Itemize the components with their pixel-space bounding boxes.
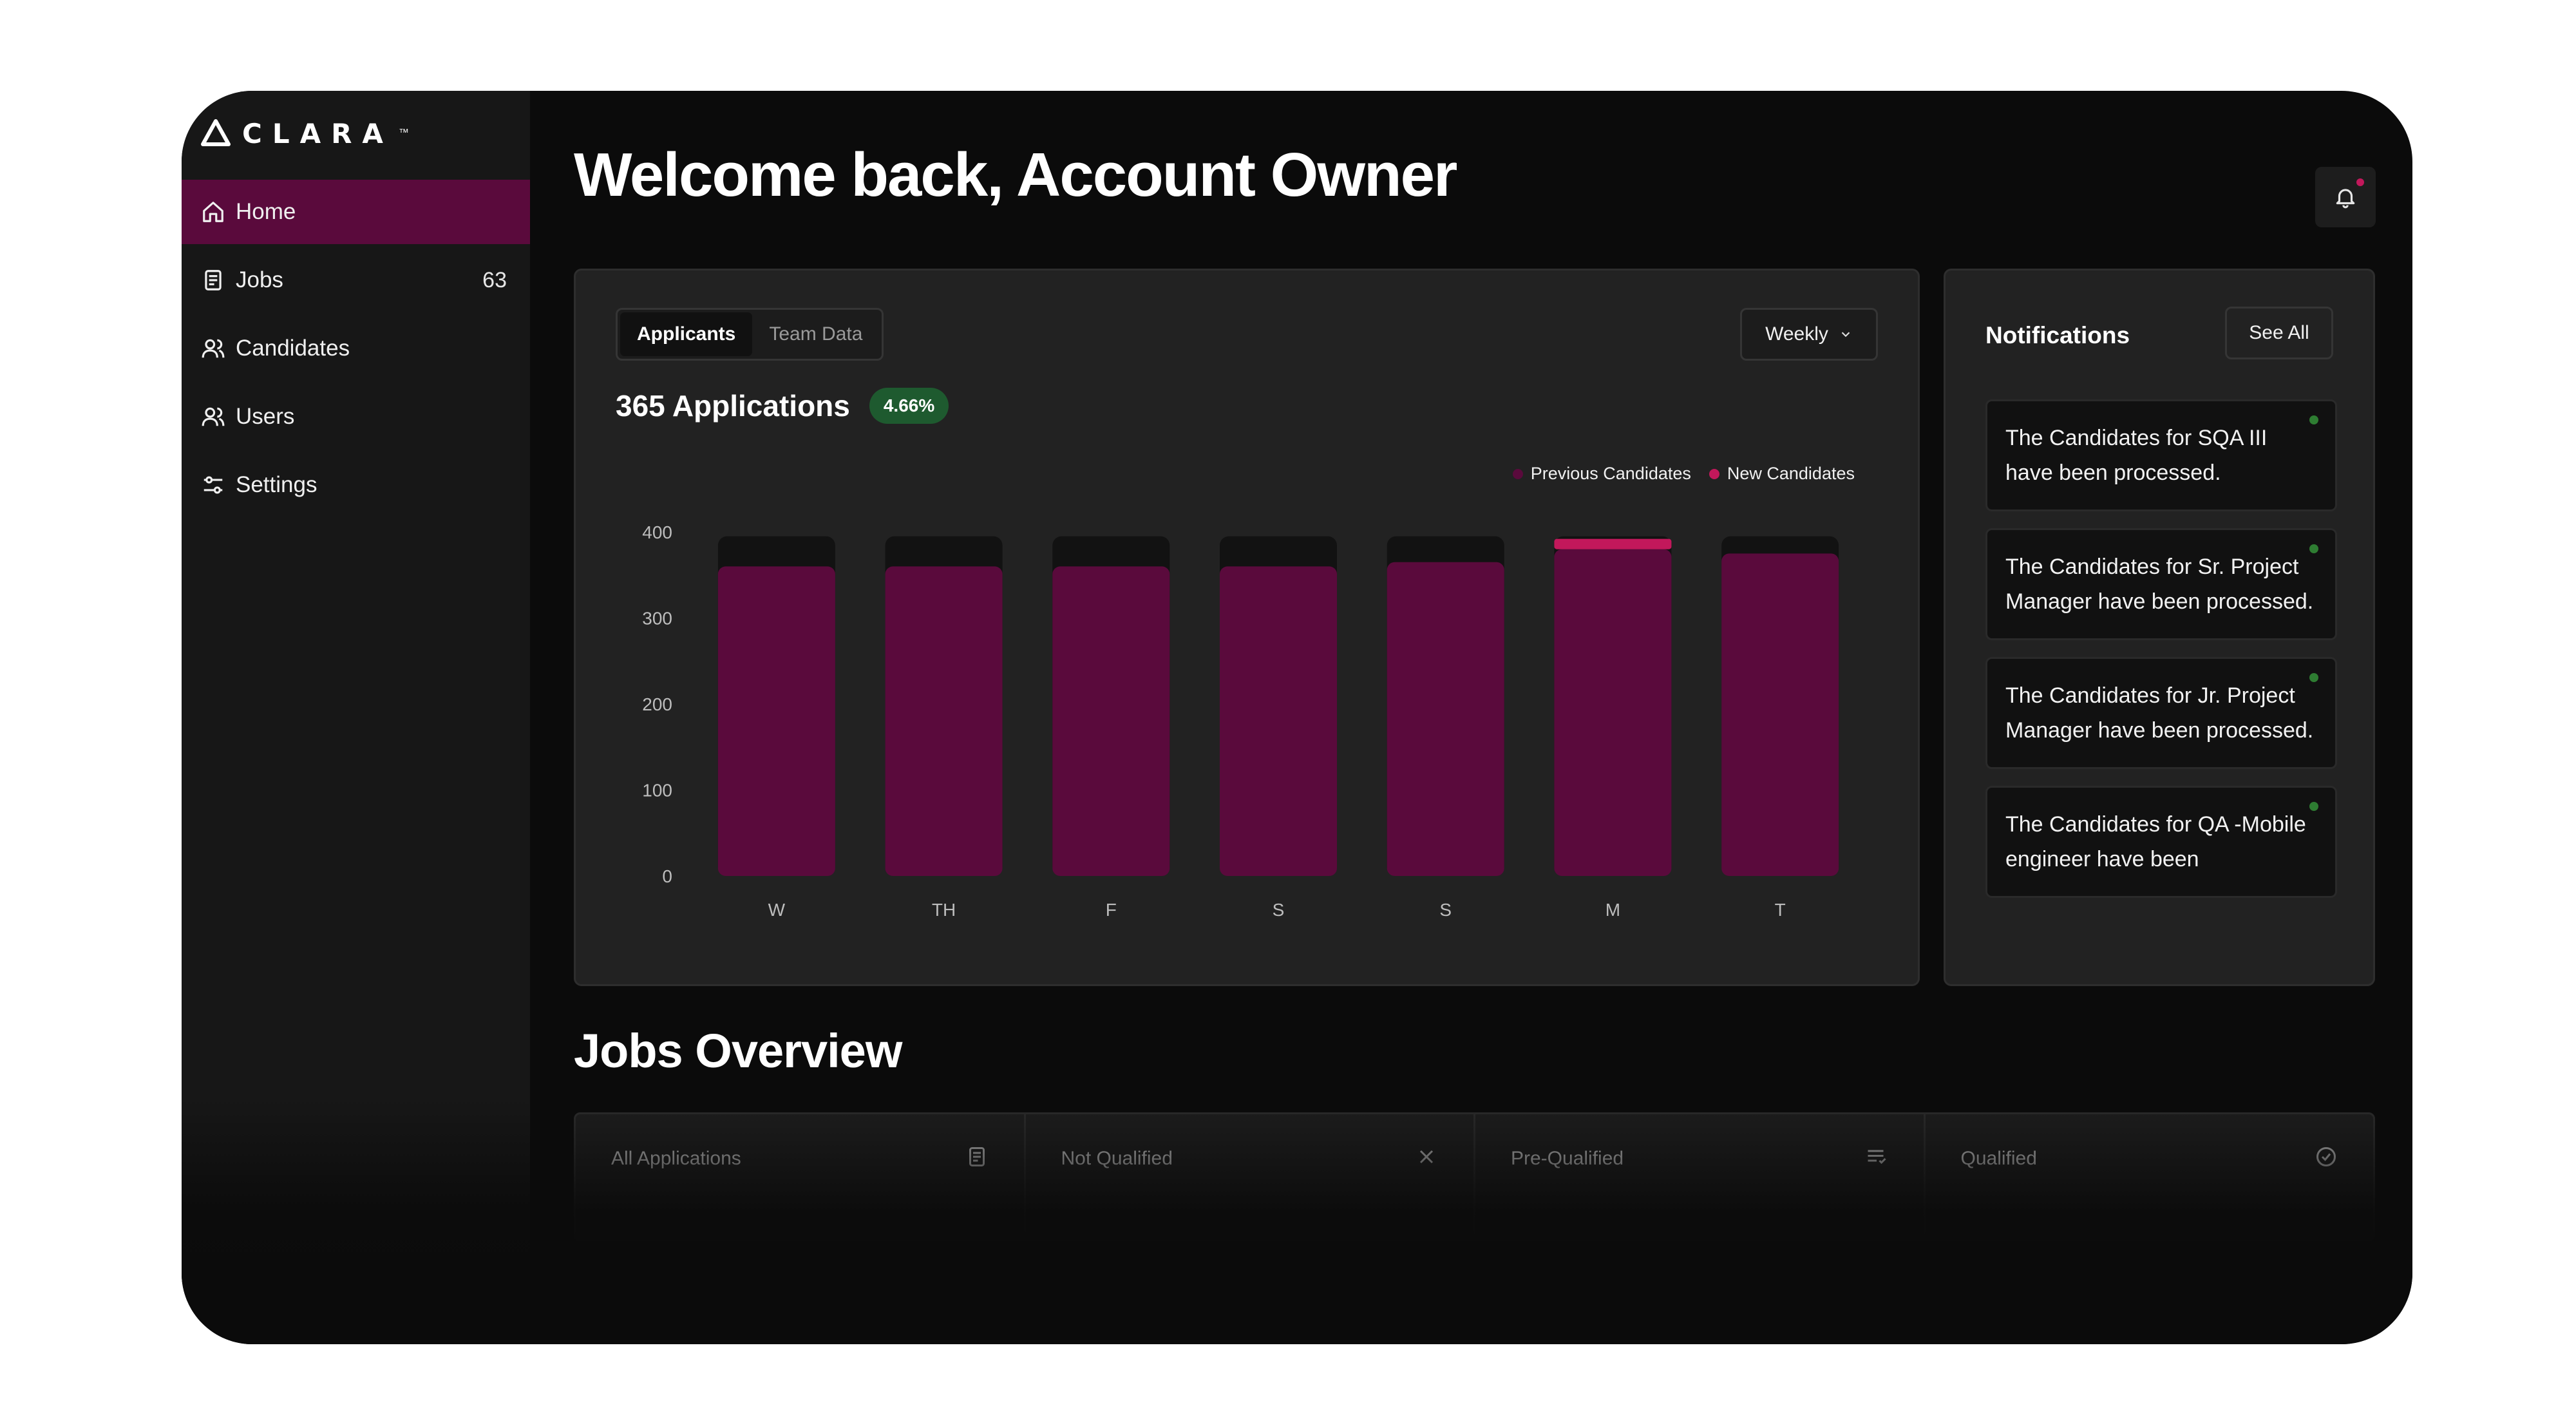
- notification-item[interactable]: The Candidates for QA -Mobile engineer h…: [1985, 786, 2337, 898]
- sidebar-item-candidates[interactable]: Candidates: [182, 316, 530, 381]
- stat-pre-qualified[interactable]: Pre-Qualified: [1475, 1114, 1926, 1239]
- candidates-icon: [202, 339, 225, 358]
- jobs-count-badge: 63: [482, 267, 507, 292]
- sidebar-item-label: Users: [236, 404, 295, 429]
- sidebar-item-label: Candidates: [236, 336, 350, 361]
- chart-legend: Previous Candidates New Candidates: [1512, 464, 1855, 484]
- applicants-chart-card: Applicants Team Data Weekly 365 Applicat…: [574, 269, 1920, 986]
- sidebar-item-users[interactable]: Users: [182, 385, 530, 449]
- app-window: CLARA ™ Home Jobs 63: [182, 91, 2412, 1344]
- brand-logo[interactable]: CLARA ™: [201, 114, 409, 153]
- unread-dot: [2309, 415, 2318, 424]
- logo-triangle-icon: [201, 119, 231, 146]
- bar-new-candidates[interactable]: [1387, 562, 1504, 876]
- notifications-list: The Candidates for SQA III have been pro…: [1985, 399, 2337, 961]
- y-tick-label: 300: [642, 609, 672, 629]
- jobs-icon: [205, 270, 222, 290]
- check-circle-icon: [2316, 1147, 2336, 1166]
- page-title: Welcome back, Account Owner: [574, 140, 1457, 209]
- notification-item[interactable]: The Candidates for Jr. Project Manager h…: [1985, 657, 2337, 769]
- main-content: Welcome back, Account Owner Applicants T…: [530, 91, 2412, 1344]
- change-badge: 4.66%: [869, 388, 949, 424]
- unread-dot: [2309, 802, 2318, 811]
- period-dropdown[interactable]: Weekly: [1740, 308, 1878, 361]
- applications-summary: 365 Applications 4.66%: [616, 388, 949, 424]
- document-icon: [969, 1147, 985, 1166]
- stat-not-qualified[interactable]: Not Qualified: [1026, 1114, 1475, 1239]
- unread-dot: [2309, 544, 2318, 553]
- sidebar-item-home[interactable]: Home: [182, 180, 530, 244]
- notification-text: The Candidates for Jr. Project Manager h…: [2005, 683, 2314, 743]
- brand-name: CLARA: [242, 117, 393, 149]
- stat-qualified[interactable]: Qualified: [1926, 1114, 2374, 1239]
- y-tick-label: 400: [642, 522, 672, 542]
- sidebar-nav: Home Jobs 63 Candidates: [182, 180, 530, 521]
- y-tick-label: 0: [662, 866, 672, 886]
- bar-new-candidates[interactable]: [717, 566, 835, 876]
- unread-indicator: [2356, 178, 2364, 186]
- bar-previous-candidates[interactable]: [1554, 538, 1672, 549]
- bar-new-candidates[interactable]: [885, 566, 1003, 876]
- notification-text: The Candidates for Sr. Project Manager h…: [2005, 555, 2314, 614]
- bar-new-candidates[interactable]: [1220, 566, 1337, 876]
- legend-item-previous: Previous Candidates: [1512, 464, 1691, 484]
- bar-new-candidates[interactable]: [1052, 566, 1170, 876]
- home-icon: [203, 202, 223, 222]
- notification-item[interactable]: The Candidates for Sr. Project Manager h…: [1985, 528, 2337, 640]
- x-tick-label: TH: [932, 900, 956, 920]
- notification-item[interactable]: The Candidates for SQA III have been pro…: [1985, 399, 2337, 511]
- x-tick-label: M: [1605, 900, 1620, 920]
- tab-team-data[interactable]: Team Data: [769, 323, 863, 345]
- sidebar: CLARA ™ Home Jobs 63: [182, 91, 530, 1344]
- x-tick-label: F: [1106, 900, 1117, 920]
- x-tick-label: S: [1439, 900, 1452, 920]
- legend-swatch: [1512, 468, 1523, 479]
- unread-dot: [2309, 673, 2318, 682]
- legend-swatch: [1709, 468, 1719, 479]
- y-tick-label: 200: [642, 694, 672, 714]
- sidebar-item-label: Settings: [236, 472, 317, 497]
- legend-item-new: New Candidates: [1709, 464, 1855, 484]
- notifications-title: Notifications: [1985, 322, 2130, 348]
- settings-icon: [204, 476, 223, 494]
- notifications-card: Notifications See All The Candidates for…: [1944, 269, 2375, 986]
- tab-applicants[interactable]: Applicants: [620, 312, 753, 356]
- notifications-button[interactable]: [2315, 167, 2376, 227]
- x-tick-label: W: [768, 900, 786, 920]
- x-tick-label: S: [1273, 900, 1285, 920]
- applications-count: 365 Applications: [616, 389, 850, 423]
- bar-new-candidates[interactable]: [1554, 549, 1672, 876]
- chart-tabs: Applicants Team Data: [616, 308, 884, 361]
- sidebar-item-label: Jobs: [236, 267, 283, 292]
- list-icon: [1868, 1150, 1886, 1165]
- brand-trademark: ™: [398, 128, 409, 138]
- x-tick-label: T: [1775, 900, 1786, 920]
- chevron-down-icon: [1841, 332, 1850, 338]
- period-dropdown-value: Weekly: [1765, 323, 1828, 345]
- bar-chart: 0 100 200 300 400 W TH F S S M T: [642, 522, 1839, 920]
- stat-label: Not Qualified: [1061, 1148, 1173, 1169]
- sidebar-item-jobs[interactable]: Jobs 63: [182, 248, 530, 312]
- notification-text: The Candidates for QA -Mobile engineer h…: [2005, 812, 2306, 871]
- bar-new-candidates[interactable]: [1721, 553, 1839, 876]
- stat-label: Pre-Qualified: [1511, 1148, 1624, 1169]
- users-icon: [202, 407, 225, 426]
- jobs-stats: All Applications Not Qualified Pre-Quali…: [574, 1112, 2375, 1241]
- stat-label: Qualified: [1960, 1148, 2037, 1169]
- y-tick-label: 100: [642, 781, 672, 801]
- stat-label: All Applications: [611, 1148, 741, 1169]
- stat-all-applications[interactable]: All Applications: [576, 1114, 1026, 1239]
- bell-icon: [2336, 189, 2355, 209]
- sidebar-item-settings[interactable]: Settings: [182, 453, 530, 517]
- notification-text: The Candidates for SQA III have been pro…: [2005, 426, 2268, 485]
- sidebar-item-label: Home: [236, 199, 296, 224]
- see-all-button[interactable]: See All: [2225, 307, 2333, 359]
- close-icon: [1419, 1150, 1434, 1164]
- legend-label: New Candidates: [1727, 464, 1855, 483]
- jobs-overview-title: Jobs Overview: [574, 1024, 902, 1078]
- legend-label: Previous Candidates: [1530, 464, 1691, 483]
